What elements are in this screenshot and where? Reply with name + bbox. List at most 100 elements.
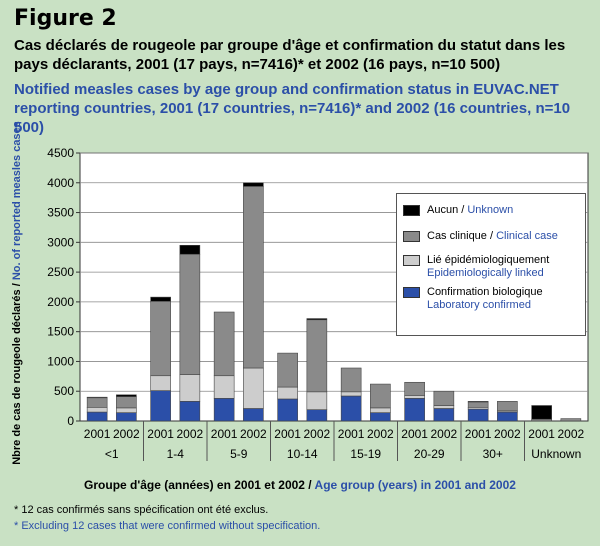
y-tick-label: 3500 — [47, 206, 74, 220]
bar-clinical — [497, 401, 518, 412]
bar-lab — [433, 408, 455, 422]
legend-swatch-epi — [403, 255, 420, 266]
bar-lab — [370, 412, 391, 422]
bar-unknown — [531, 405, 552, 420]
y-tick-label: 500 — [54, 384, 74, 398]
bar-clinical — [404, 381, 425, 396]
y-tick-label: 4000 — [47, 176, 74, 190]
bar-clinical — [243, 186, 264, 369]
x-year-label: 2001 — [528, 427, 555, 441]
x-year-label: 2002 — [240, 427, 267, 441]
bar-epi — [370, 407, 391, 413]
x-year-label: 2001 — [274, 427, 301, 441]
x-group-label: 1-4 — [167, 447, 185, 461]
bar-unknown — [116, 394, 137, 397]
legend-label-fr: Lié épidémiologiquement — [427, 254, 550, 266]
bar-epi — [179, 374, 201, 402]
legend: Aucun / Unknown Cas clinique / Clinical c… — [396, 193, 586, 336]
legend-text: Confirmation biologique Laboratory confir… — [427, 286, 543, 312]
bar-clinical — [116, 396, 137, 409]
bar-epi — [340, 391, 362, 397]
footnote-french: * 12 cas confirmés sans spécification on… — [14, 504, 269, 516]
bar-clinical — [86, 397, 108, 408]
y-tick-label: 2000 — [47, 295, 74, 309]
x-group-label: <1 — [105, 447, 119, 461]
bar-lab — [340, 395, 362, 422]
y-axis-title: Nbre de cas de rougeole déclarés / No. o… — [11, 121, 23, 465]
x-year-label: 2002 — [113, 427, 140, 441]
bar-lab — [213, 398, 235, 422]
bar-epi — [116, 407, 137, 413]
legend-swatch-lab — [403, 287, 420, 298]
chart-title-french: Cas déclarés de rougeole par groupe d'âg… — [14, 37, 566, 73]
x-year-label: 2001 — [147, 427, 174, 441]
x-year-label: 2002 — [494, 427, 521, 441]
footnote-english: * Excluding 12 cases that were confirmed… — [14, 520, 321, 532]
y-tick-label: 4500 — [47, 146, 74, 160]
legend-item-epi: Lié épidémiologiquement Epidemiologically… — [403, 254, 549, 280]
x-axis-title: Groupe d'âge (années) en 2001 et 2002 / … — [0, 478, 600, 492]
legend-item-clinical: Cas clinique / Clinical case — [403, 230, 558, 243]
bar-epi — [150, 375, 171, 391]
bar-clinical — [433, 390, 455, 406]
y-tick-label: 1000 — [47, 354, 74, 368]
bar-epi — [213, 375, 235, 399]
y-tick-label: 0 — [67, 414, 74, 428]
bar-lab — [150, 390, 171, 422]
bar-lab — [243, 408, 264, 422]
bar-lab — [497, 411, 518, 422]
bar-lab — [306, 409, 328, 422]
x-axis-title-en: Age group (years) in 2001 and 2002 — [314, 478, 516, 492]
bar-clinical — [560, 418, 582, 422]
legend-label-en: Laboratory confirmed — [427, 299, 531, 311]
bar-clinical — [306, 319, 328, 393]
legend-swatch-clinical — [403, 231, 420, 242]
x-group-label: 30+ — [483, 447, 503, 461]
bar-clinical — [467, 401, 489, 408]
bar-clinical — [213, 311, 235, 377]
legend-label-fr: Confirmation biologique — [427, 286, 543, 298]
legend-label-en: Epidemiologically linked — [427, 267, 544, 279]
legend-label-fr: Aucun / — [427, 204, 468, 216]
y-tick-label: 1500 — [47, 325, 74, 339]
x-year-label: 2002 — [304, 427, 331, 441]
bar-unknown — [150, 296, 171, 302]
bar-unknown — [243, 182, 264, 187]
figure-label: Figure 2 — [14, 6, 117, 31]
legend-text: Aucun / Unknown — [427, 204, 513, 217]
bar-epi — [243, 367, 264, 409]
legend-text: Lié épidémiologiquement Epidemiologically… — [427, 254, 549, 280]
bar-lab — [404, 398, 425, 422]
bar-clinical — [277, 352, 298, 388]
x-year-label: 2002 — [367, 427, 394, 441]
bar-unknown — [86, 396, 108, 399]
x-year-label: 2001 — [338, 427, 365, 441]
bar-unknown — [179, 245, 201, 255]
bar-unknown — [467, 401, 489, 403]
x-group-label: 20-29 — [414, 447, 445, 461]
bar-clinical — [179, 253, 201, 375]
bar-clinical — [370, 383, 391, 409]
x-year-label: 2002 — [177, 427, 204, 441]
bar-epi — [277, 386, 298, 400]
legend-item-unknown: Aucun / Unknown — [403, 204, 513, 217]
x-group-label: 10-14 — [287, 447, 318, 461]
x-year-label: 2001 — [465, 427, 492, 441]
bar-lab — [86, 411, 108, 422]
legend-label-fr: Cas clinique / — [427, 230, 497, 242]
legend-item-lab: Confirmation biologique Laboratory confir… — [403, 286, 543, 312]
bar-lab — [467, 408, 489, 422]
bar-clinical — [340, 367, 362, 393]
x-year-label: 2001 — [211, 427, 238, 441]
x-axis-title-fr: Groupe d'âge (années) en 2001 et 2002 / — [84, 478, 315, 492]
x-group-label: 15-19 — [350, 447, 381, 461]
bar-lab — [116, 412, 137, 422]
x-year-label: 2002 — [558, 427, 585, 441]
bar-lab — [179, 401, 201, 422]
bar-epi — [306, 391, 328, 410]
y-tick-label: 3000 — [47, 235, 74, 249]
bar-clinical — [150, 300, 171, 377]
y-tick-label: 2500 — [47, 265, 74, 279]
x-group-label: Unknown — [531, 447, 581, 461]
chart-title-english: Notified measles cases by age group and … — [14, 81, 571, 136]
